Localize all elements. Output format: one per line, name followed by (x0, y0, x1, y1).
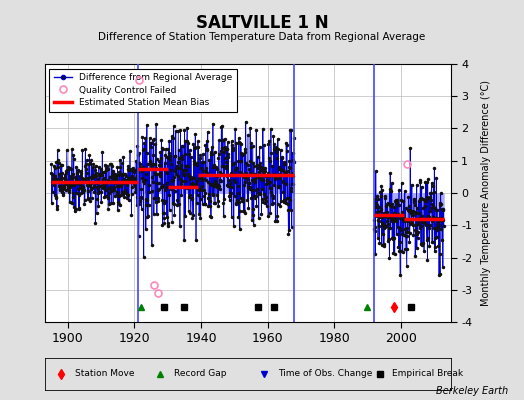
Text: Time of Obs. Change: Time of Obs. Change (278, 370, 373, 378)
Text: Station Move: Station Move (75, 370, 135, 378)
Text: Difference of Station Temperature Data from Regional Average: Difference of Station Temperature Data f… (99, 32, 425, 42)
Text: Record Gap: Record Gap (174, 370, 227, 378)
Text: Berkeley Earth: Berkeley Earth (436, 386, 508, 396)
Legend: Difference from Regional Average, Quality Control Failed, Estimated Station Mean: Difference from Regional Average, Qualit… (49, 68, 237, 112)
Text: Empirical Break: Empirical Break (392, 370, 463, 378)
Text: SALTVILLE 1 N: SALTVILLE 1 N (195, 14, 329, 32)
Y-axis label: Monthly Temperature Anomaly Difference (°C): Monthly Temperature Anomaly Difference (… (481, 80, 490, 306)
